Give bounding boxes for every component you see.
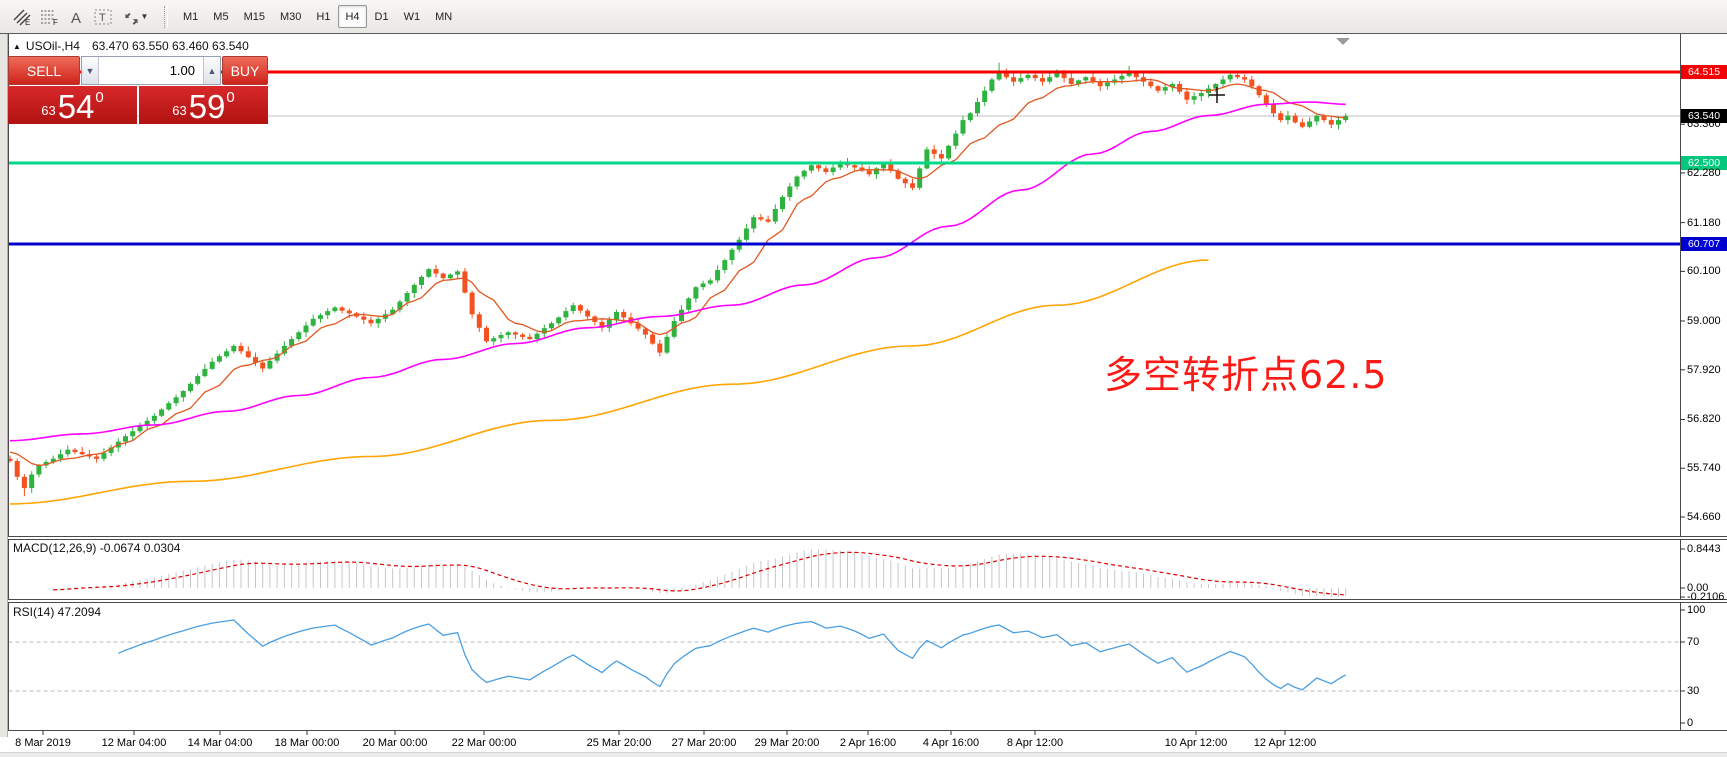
price-scale-label: 62.280 — [1687, 167, 1721, 179]
time-axis-label: 29 Mar 20:00 — [754, 737, 820, 749]
window-bottom-edge — [0, 752, 1727, 757]
timeframe-bar: M1 M5 M15 M30 H1 H4 D1 W1 MN — [176, 5, 459, 28]
buy-price-prefix: 63 — [172, 103, 187, 118]
timeframe-button-M15[interactable]: M15 — [237, 5, 272, 28]
one-click-trading-panel: SELL ▼ 1.00 ▲ BUY 63 54 0 63 59 0 — [8, 56, 268, 125]
fibonacci-icon: F — [40, 9, 58, 26]
price-scale-label: 63.360 — [1687, 118, 1721, 130]
volume-increase-button[interactable]: ▲ — [203, 57, 220, 84]
time-axis-label: 8 Apr 12:00 — [1006, 737, 1064, 749]
toolbar: E F A T — [0, 0, 1727, 34]
timeframe-button-M30[interactable]: M30 — [273, 5, 308, 28]
macd-indicator-label: MACD(12,26,9) -0.0674 0.0304 — [13, 541, 181, 555]
text-tool-button[interactable]: A — [62, 4, 89, 30]
chart-plot[interactable] — [0, 34, 1727, 757]
price-scale-label: 60.100 — [1687, 265, 1721, 277]
sell-price-big: 54 — [57, 87, 95, 125]
price-tag: 64.515 — [1681, 65, 1727, 79]
macd-scale-label: 0.00 — [1687, 582, 1709, 594]
rsi-scale-label: 100 — [1687, 604, 1706, 616]
arrow-tools-button[interactable]: ▼ — [116, 4, 154, 30]
text-label-icon: T — [94, 9, 111, 24]
time-axis-label: 18 Mar 00:00 — [274, 737, 340, 749]
sell-button[interactable]: SELL — [8, 56, 80, 85]
macd-scale-label: -0.2106 — [1687, 591, 1725, 603]
macd-scale-label: 0.8443 — [1687, 543, 1721, 555]
buy-price-big: 59 — [188, 87, 226, 125]
time-axis-label: 12 Apr 12:00 — [1253, 737, 1317, 749]
volume-input[interactable]: 1.00 — [169, 63, 195, 78]
timeframe-button-D1[interactable]: D1 — [368, 5, 396, 28]
price-tag: 63.540 — [1681, 109, 1727, 123]
timeframe-button-H4[interactable]: H4 — [338, 5, 367, 28]
equidistant-channel-button[interactable]: E — [8, 4, 35, 30]
chart-shift-marker-icon[interactable] — [1336, 38, 1350, 45]
text-icon: A — [71, 10, 81, 26]
panel-divider[interactable] — [8, 599, 1727, 603]
price-scale-label: 55.740 — [1687, 462, 1721, 474]
time-axis-label: 4 Apr 16:00 — [922, 737, 980, 749]
ohlc-readout: 63.470 63.550 63.460 63.540 — [91, 39, 249, 53]
timeframe-button-M1[interactable]: M1 — [176, 5, 205, 28]
label-tool-button[interactable]: T — [89, 4, 116, 30]
rsi-scale-label: 70 — [1687, 636, 1700, 648]
collapse-marker-icon[interactable]: ▲ — [13, 42, 21, 51]
timeframe-button-H1[interactable]: H1 — [309, 5, 337, 28]
svg-text:E: E — [25, 18, 30, 26]
chart-text-annotation[interactable]: 多空转折点62.5 — [1104, 353, 1388, 397]
timeframe-button-W1[interactable]: W1 — [397, 5, 428, 28]
equidistant-channel-icon: E — [13, 9, 30, 26]
price-scale-label: 61.180 — [1687, 217, 1721, 229]
rsi-indicator-label: RSI(14) 47.2094 — [13, 605, 102, 619]
price-scale-label: 54.660 — [1687, 511, 1721, 523]
sell-price-sup: 0 — [95, 89, 104, 106]
time-axis-label: 8 Mar 2019 — [15, 737, 71, 749]
window-edge — [0, 34, 8, 757]
buy-button[interactable]: BUY — [222, 56, 268, 85]
buy-price-display[interactable]: 63 59 0 — [139, 86, 268, 124]
volume-decrease-button[interactable]: ▼ — [82, 57, 99, 84]
time-axis-label: 27 Mar 20:00 — [671, 737, 737, 749]
sell-price-prefix: 63 — [41, 103, 56, 118]
time-axis-label: 12 Mar 04:00 — [101, 737, 167, 749]
time-axis-label: 14 Mar 04:00 — [187, 737, 253, 749]
panel-divider[interactable] — [8, 536, 1727, 540]
time-axis: 8 Mar 2019 12 Mar 04:00 14 Mar 04:00 18 Mar… — [0, 737, 1727, 752]
symbol-period: USOil-,H4 — [25, 39, 80, 53]
rsi-scale-label: 30 — [1687, 685, 1700, 697]
time-axis-label: 20 Mar 00:00 — [362, 737, 428, 749]
svg-text:T: T — [99, 12, 106, 24]
rsi-scale-label: 0 — [1687, 717, 1694, 729]
buy-price-sup: 0 — [226, 89, 235, 106]
time-axis-label: 22 Mar 00:00 — [451, 737, 517, 749]
svg-text:F: F — [53, 18, 58, 26]
volume-spinner: ▼ 1.00 ▲ — [81, 56, 221, 85]
chart-title: ▲ USOil-,H4 63.470 63.550 63.460 63.540 — [13, 39, 249, 53]
svg-text:A: A — [71, 10, 81, 26]
time-axis-label: 10 Apr 12:00 — [1164, 737, 1228, 749]
price-scale-label: 59.000 — [1687, 315, 1721, 327]
price-scale-label: 56.820 — [1687, 413, 1721, 425]
price-tag: 60.707 — [1681, 237, 1727, 251]
toolbar-separator — [164, 5, 168, 28]
price-tag: 62.500 — [1681, 156, 1727, 170]
time-axis-label: 25 Mar 20:00 — [586, 737, 652, 749]
sell-price-display[interactable]: 63 54 0 — [8, 86, 137, 124]
timeframe-button-M5[interactable]: M5 — [206, 5, 235, 28]
timeframe-button-MN[interactable]: MN — [428, 5, 459, 28]
dropdown-caret-icon: ▼ — [140, 12, 149, 21]
time-axis-label: 2 Apr 16:00 — [839, 737, 897, 749]
chart-bottom-border — [8, 730, 1727, 731]
fibonacci-button[interactable]: F — [35, 4, 62, 30]
arrows-icon — [125, 12, 138, 25]
price-scale-label: 57.920 — [1687, 364, 1721, 376]
